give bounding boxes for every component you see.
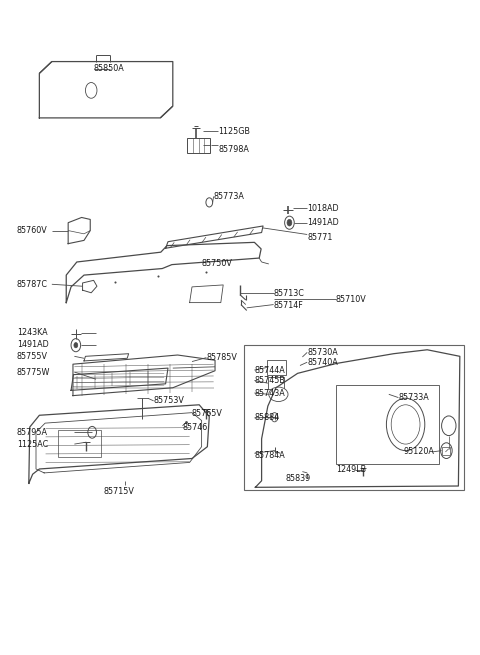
Text: 1125AC: 1125AC: [17, 440, 48, 449]
Text: 95120A: 95120A: [403, 447, 434, 457]
Bar: [267, 360, 286, 375]
Text: 85744A: 85744A: [254, 365, 285, 375]
Text: 85795A: 85795A: [17, 428, 48, 437]
Text: 1491AD: 1491AD: [17, 340, 48, 349]
Bar: [336, 385, 439, 464]
Bar: [187, 138, 210, 153]
Text: 85798A: 85798A: [218, 145, 249, 154]
Text: 85753V: 85753V: [154, 396, 184, 405]
Text: 1018AD: 1018AD: [307, 204, 339, 213]
Bar: [268, 377, 284, 389]
Text: 85785V: 85785V: [206, 353, 237, 362]
Text: 85750V: 85750V: [202, 259, 232, 269]
Text: 85733A: 85733A: [398, 393, 429, 402]
Text: 85787C: 85787C: [17, 280, 48, 289]
Text: 85765V: 85765V: [192, 409, 223, 419]
Text: 85710V: 85710V: [336, 295, 367, 304]
Circle shape: [287, 219, 292, 226]
Text: 85714F: 85714F: [274, 301, 303, 310]
Text: 1243KA: 1243KA: [17, 328, 48, 337]
Text: 85755V: 85755V: [17, 352, 48, 361]
Text: 85746: 85746: [182, 422, 208, 432]
Text: 85775W: 85775W: [17, 367, 50, 377]
Text: 85884: 85884: [254, 413, 279, 422]
Text: 1249LB: 1249LB: [336, 465, 366, 474]
Text: 85743A: 85743A: [254, 388, 285, 398]
Text: 85784A: 85784A: [254, 451, 285, 460]
Text: 85850A: 85850A: [94, 64, 124, 73]
Text: 85740A: 85740A: [307, 358, 338, 367]
Text: 85745B: 85745B: [254, 376, 285, 385]
Text: 85760V: 85760V: [17, 226, 48, 235]
Bar: [58, 430, 101, 457]
Text: 85713C: 85713C: [274, 289, 304, 298]
Text: 85715V: 85715V: [103, 487, 134, 496]
Text: 85730A: 85730A: [307, 348, 338, 357]
Bar: [244, 345, 464, 490]
Ellipse shape: [269, 387, 288, 402]
Text: 85773A: 85773A: [214, 192, 244, 201]
Circle shape: [74, 343, 78, 348]
Text: 85771: 85771: [307, 233, 333, 242]
Bar: [442, 447, 450, 455]
Text: 1491AD: 1491AD: [307, 218, 339, 227]
Text: 1125GB: 1125GB: [218, 126, 251, 136]
Text: 85839: 85839: [286, 474, 311, 483]
